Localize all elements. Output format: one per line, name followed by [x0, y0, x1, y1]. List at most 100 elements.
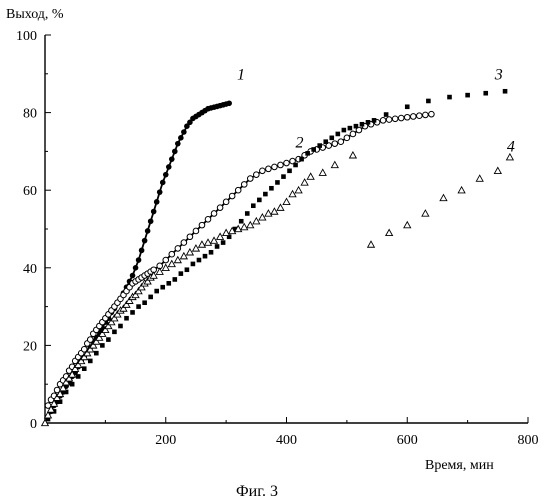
data-point-series-3 [329, 136, 334, 141]
data-point-series-2 [392, 116, 398, 122]
data-point-series-3 [275, 180, 280, 185]
data-point-series-4 [241, 224, 248, 230]
data-point-series-3 [465, 93, 470, 98]
series-label-2: 2 [296, 135, 304, 152]
data-point-series-3 [360, 122, 365, 127]
data-point-series-4 [319, 169, 326, 175]
y-tick-label: 60 [23, 184, 37, 199]
data-point-series-3 [483, 91, 488, 96]
y-tick-label: 80 [23, 107, 37, 122]
data-point-series-3 [447, 95, 452, 100]
data-point-series-3 [148, 295, 153, 300]
data-point-series-3 [405, 104, 410, 109]
data-point-series-3 [372, 118, 377, 123]
data-point-series-4 [265, 210, 272, 216]
data-point-series-2 [247, 176, 253, 182]
data-point-series-2 [404, 114, 410, 120]
data-point-series-2 [193, 228, 199, 234]
data-point-series-4 [259, 214, 266, 220]
tick-marks [45, 35, 528, 423]
data-point-series-4 [199, 241, 206, 247]
data-point-series-2 [211, 211, 217, 217]
data-point-series-4 [386, 229, 393, 235]
data-point-series-3 [251, 203, 256, 208]
data-point-series-2 [278, 162, 284, 168]
data-point-series-4 [277, 204, 284, 210]
data-point-series-2 [350, 131, 356, 137]
data-point-series-4 [205, 239, 212, 245]
data-point-series-4 [247, 222, 254, 228]
data-point-series-4 [476, 175, 483, 181]
data-point-series-1 [166, 164, 172, 170]
data-point-series-2 [175, 246, 181, 252]
data-point-series-4 [283, 198, 290, 204]
data-point-series-3 [311, 147, 316, 152]
data-point-series-2 [205, 217, 211, 223]
data-point-series-3 [124, 316, 129, 321]
data-point-series-2 [410, 114, 416, 120]
data-point-series-4 [168, 261, 175, 267]
axes [45, 35, 528, 423]
data-point-series-3 [299, 157, 304, 162]
data-point-series-2 [266, 166, 272, 172]
data-point-series-3 [323, 139, 328, 144]
fit-line-series-2 [48, 114, 431, 405]
data-point-series-3 [112, 330, 117, 335]
data-point-series-3 [173, 277, 178, 282]
data-point-series-3 [348, 126, 353, 131]
y-tick-label: 20 [23, 339, 37, 354]
data-points [42, 89, 514, 426]
data-point-series-2 [284, 160, 290, 166]
data-point-series-4 [440, 195, 447, 201]
data-point-series-2 [386, 117, 392, 123]
data-point-series-4 [253, 218, 260, 224]
data-point-series-4 [174, 257, 181, 263]
data-point-series-2 [181, 240, 187, 246]
data-point-series-1 [136, 257, 142, 263]
data-point-series-4 [156, 268, 163, 274]
data-point-series-3 [354, 124, 359, 129]
data-point-series-2 [187, 234, 193, 240]
data-point-series-1 [148, 218, 154, 224]
tick-labels: 020406080100200400600800 [16, 29, 539, 448]
data-point-series-2 [338, 139, 344, 145]
data-point-series-3 [88, 359, 93, 364]
data-point-series-3 [269, 186, 274, 191]
data-point-series-1 [133, 265, 139, 271]
series-label-4: 4 [507, 138, 515, 155]
data-point-series-4 [223, 229, 230, 235]
x-tick-label: 600 [397, 433, 418, 448]
data-point-series-3 [166, 281, 171, 286]
data-point-series-2 [423, 112, 429, 118]
data-point-series-3 [197, 258, 202, 263]
figure-caption: Фиг. 3 [236, 483, 278, 500]
data-point-series-3 [136, 304, 141, 309]
data-point-series-2 [169, 251, 175, 257]
data-point-series-2 [398, 115, 404, 121]
data-point-series-3 [239, 219, 244, 224]
data-point-series-2 [235, 187, 241, 193]
data-point-series-4 [301, 179, 308, 185]
data-point-series-2 [223, 199, 229, 205]
data-point-series-3 [154, 289, 159, 294]
data-point-series-1 [130, 273, 136, 279]
data-point-series-2 [429, 111, 435, 117]
data-point-series-4 [211, 237, 218, 243]
data-point-series-1 [160, 180, 166, 186]
data-point-series-2 [241, 182, 247, 188]
data-point-series-3 [366, 120, 371, 125]
data-point-series-1 [139, 248, 145, 254]
fit-lines [48, 103, 431, 417]
data-point-series-4 [295, 187, 302, 193]
data-point-series-2 [163, 257, 169, 263]
data-point-series-3 [142, 300, 147, 305]
data-point-series-3 [336, 132, 341, 137]
data-point-series-4 [217, 233, 224, 239]
data-point-series-3 [384, 112, 389, 117]
data-point-series-2 [332, 141, 338, 147]
data-point-series-3 [245, 211, 250, 216]
data-point-series-1 [175, 141, 181, 147]
data-point-series-3 [82, 366, 87, 371]
x-tick-label: 400 [276, 433, 297, 448]
